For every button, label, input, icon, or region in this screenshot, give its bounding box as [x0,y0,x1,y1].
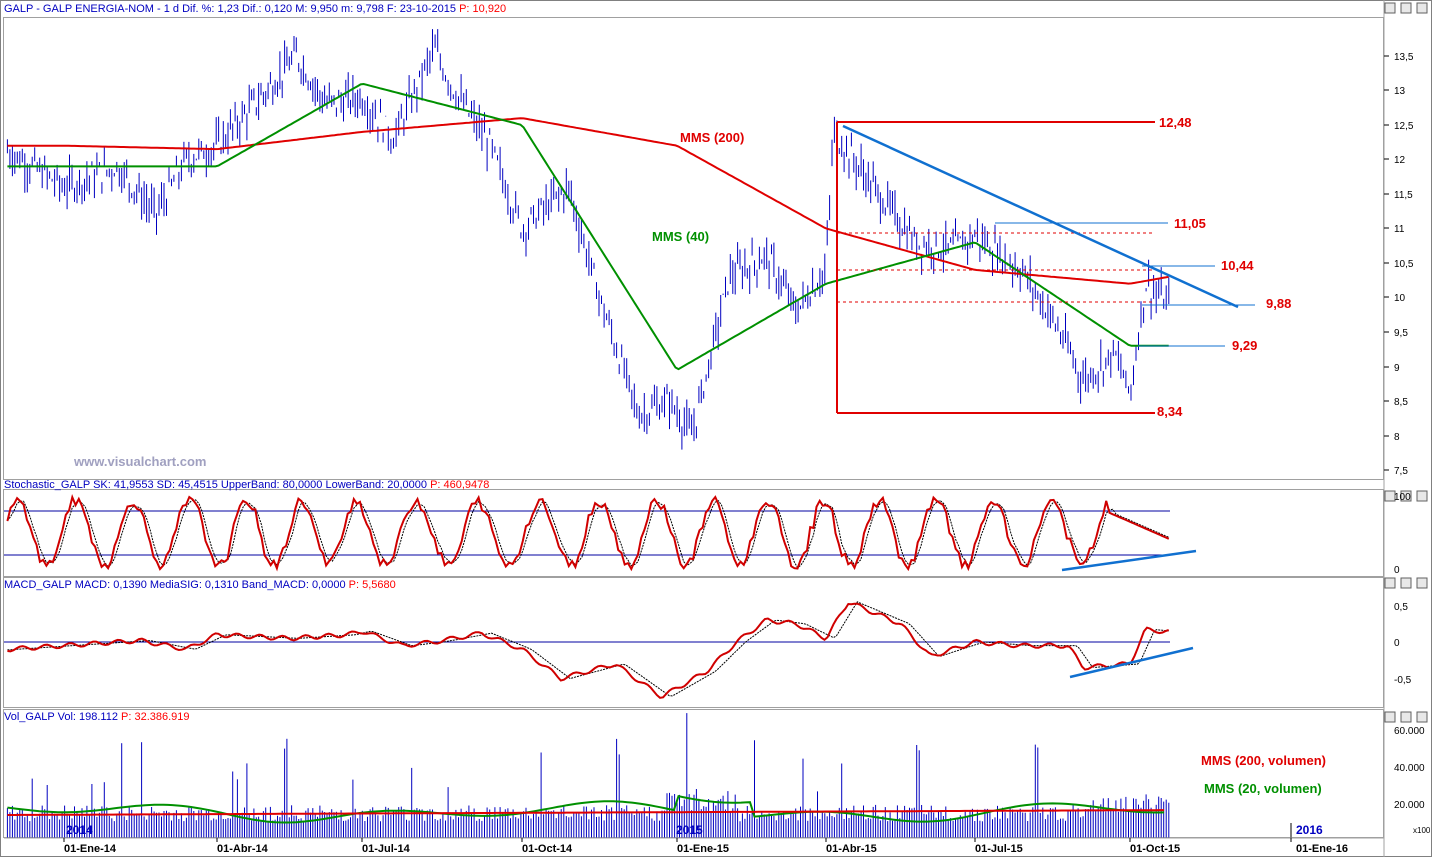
vol-header: Vol_GALP Vol: 198.112 P: 32.386.919 [4,711,190,723]
x-tick: 01-Abr-15 [826,843,877,855]
stoch-sk-line [6,494,1170,572]
vol-tick: 20.000 [1394,800,1425,811]
level-label-1248: 12,48 [1159,115,1192,130]
price-axis: 13,5 13 12,5 12 11,5 11 10,5 10 9,5 9 8,… [1394,52,1414,477]
price-tick: 10 [1394,293,1406,304]
x-tick-marks [63,838,1292,842]
macd-tick: -0,5 [1394,675,1412,686]
price-tick: 8 [1394,432,1400,443]
mms200-line [7,117,1169,285]
mms40-label: MMS (40) [652,229,709,244]
x-tick: 01-Ene-15 [677,843,729,855]
macd-tick: 0 [1394,638,1400,649]
price-tick: 12,5 [1394,121,1414,132]
stoch-tick: 0 [1394,565,1400,576]
level-label-1044: 10,44 [1221,258,1254,273]
volume-bars [6,713,1170,838]
x-tick: 01-Jul-15 [975,843,1023,855]
range-box [836,121,1155,414]
vol-panel-controls[interactable] [1384,711,1428,723]
level-label-929: 9,29 [1232,338,1257,353]
x-tick: 01-Ene-16 [1296,843,1348,855]
stoch-header: Stochastic_GALP SK: 41,9553 SD: 45,4515 … [4,479,489,491]
price-tick: 9 [1394,363,1400,374]
level-label-1105: 11,05 [1174,216,1206,231]
x-tick: 01-Ene-14 [64,843,117,855]
x-tick: 01-Abr-14 [217,843,269,855]
macd-line [7,602,1170,699]
price-tick: 11 [1394,224,1405,235]
stoch-sd-line [6,499,1169,569]
price-tick: 13 [1394,86,1406,97]
macd-header: MACD_GALP MACD: 0,1390 MediaSIG: 0,1310 … [4,579,396,591]
price-tick: 11,5 [1394,190,1413,201]
price-panel-controls[interactable] [1384,2,1428,14]
price-tick: 8,5 [1394,397,1408,408]
price-trendline [842,124,1239,309]
mms200-label: MMS (200) [680,130,744,145]
mms40-line [7,82,1169,371]
macd-signal-line [7,601,1169,697]
price-tick: 12 [1394,155,1406,166]
stoch-panel-controls[interactable] [1384,490,1428,502]
vol-tick: 60.000 [1394,726,1425,737]
vol-mms200-line [7,809,1165,816]
vol-multiplier: x100 [1413,826,1431,835]
level-label-988: 9,88 [1266,296,1291,311]
stoch-trendline [1061,549,1197,572]
x-tick: 01-Jul-14 [362,843,411,855]
price-tick: 9,5 [1394,328,1408,339]
watermark: www.visualchart.com [73,454,206,469]
vol-mms20-label: MMS (20, volumen) [1204,781,1322,796]
price-tick: 10,5 [1394,259,1414,270]
year-2015: 2015 [676,823,703,837]
level-label-834: 8,34 [1157,404,1183,419]
x-tick: 01-Oct-15 [1130,843,1180,855]
price-header: GALP - GALP ENERGIA-NOM - 1 d Dif. %: 1,… [4,3,506,15]
macd-trendline [1069,646,1194,679]
stoch-tick: 100 [1394,492,1411,503]
vol-mms20-line [7,795,1165,824]
vol-tick: 40.000 [1394,763,1425,774]
x-axis: 01-Ene-14 01-Abr-14 01-Jul-14 01-Oct-14 … [64,843,1348,855]
price-tick: 13,5 [1394,52,1414,63]
price-bars [6,29,1170,450]
macd-panel-controls[interactable] [1384,577,1428,589]
year-2014: 2014 [66,823,93,837]
year-2016: 2016 [1296,823,1323,837]
vol-mms200-label: MMS (200, volumen) [1201,753,1326,768]
price-tick: 7,5 [1394,466,1408,477]
x-tick: 01-Oct-14 [522,843,573,855]
macd-tick: 0,5 [1394,602,1408,613]
price-tick-marks [1384,55,1389,471]
